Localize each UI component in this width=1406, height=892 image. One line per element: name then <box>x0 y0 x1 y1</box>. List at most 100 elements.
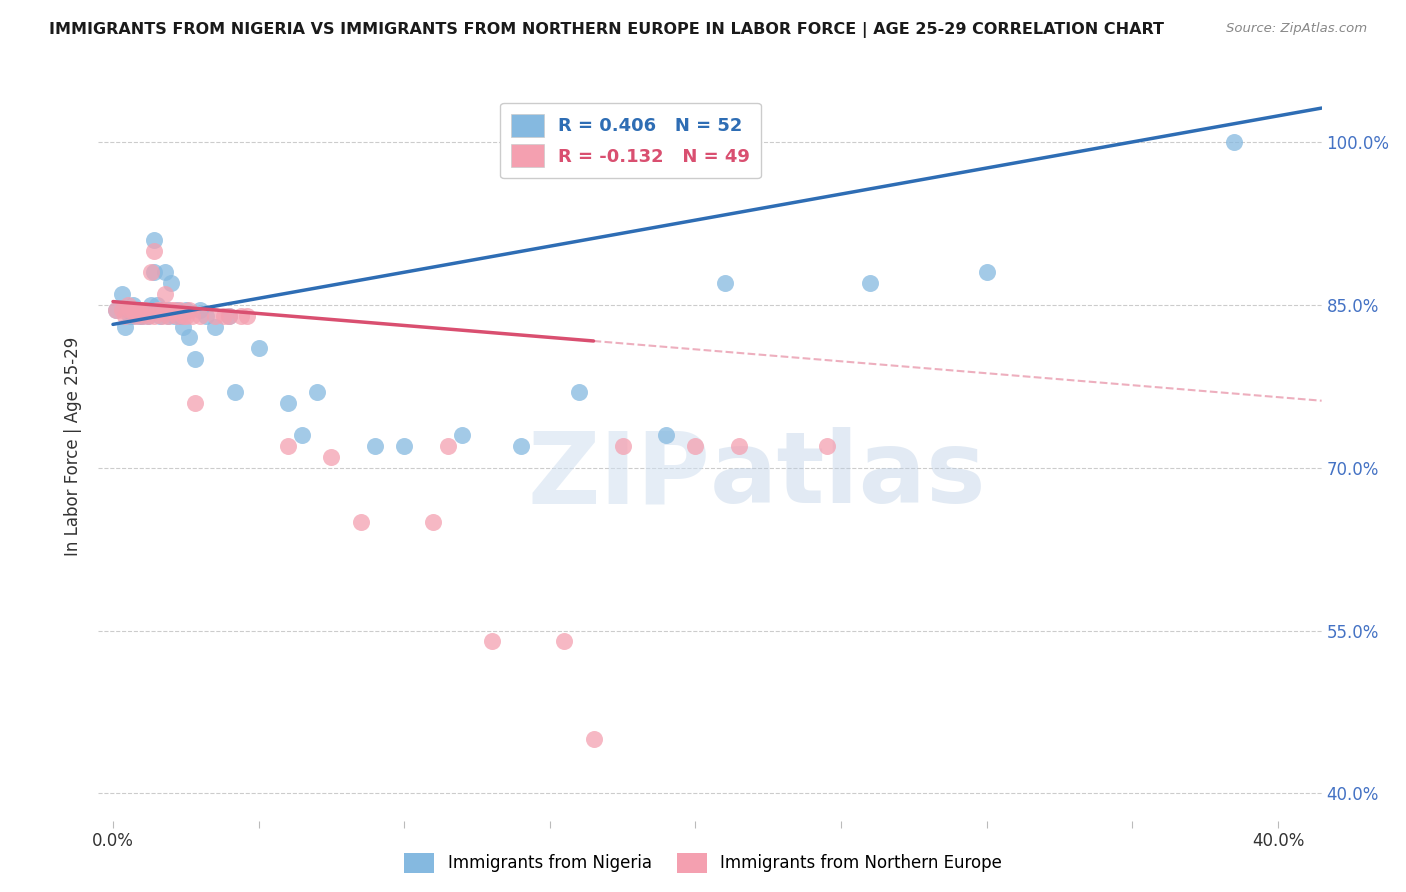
Point <box>134 303 156 318</box>
Point <box>142 309 165 323</box>
Point <box>728 439 751 453</box>
Point <box>117 298 139 312</box>
Point <box>122 298 145 312</box>
Point <box>183 352 205 367</box>
Point <box>157 309 180 323</box>
Point <box>183 395 205 409</box>
Point <box>145 303 167 318</box>
Point <box>131 309 153 323</box>
Point <box>553 634 575 648</box>
Point <box>177 303 200 318</box>
Point <box>163 309 186 323</box>
Point <box>451 428 474 442</box>
Point <box>120 309 142 323</box>
Point <box>117 303 139 318</box>
Legend: Immigrants from Nigeria, Immigrants from Northern Europe: Immigrants from Nigeria, Immigrants from… <box>398 847 1008 880</box>
Point <box>155 265 177 279</box>
Point <box>612 439 634 453</box>
Point <box>149 303 172 318</box>
Point <box>114 319 136 334</box>
Point <box>204 309 226 323</box>
Point <box>152 303 174 318</box>
Point <box>125 309 148 323</box>
Point <box>1223 135 1246 149</box>
Point <box>136 309 159 323</box>
Point <box>305 384 328 399</box>
Point <box>218 309 240 323</box>
Point <box>139 303 162 318</box>
Text: Source: ZipAtlas.com: Source: ZipAtlas.com <box>1226 22 1367 36</box>
Point <box>349 515 371 529</box>
Point <box>120 303 142 318</box>
Text: ZIP: ZIP <box>527 427 710 524</box>
Point <box>149 309 172 323</box>
Point <box>157 309 180 323</box>
Point <box>163 303 186 318</box>
Point <box>174 309 197 323</box>
Point <box>976 265 998 279</box>
Point <box>437 439 460 453</box>
Point <box>188 309 212 323</box>
Point <box>131 303 153 318</box>
Point <box>172 309 194 323</box>
Point <box>277 439 299 453</box>
Point <box>125 303 148 318</box>
Point <box>655 428 678 442</box>
Point <box>277 395 299 409</box>
Point <box>180 309 202 323</box>
Text: atlas: atlas <box>710 427 987 524</box>
Point <box>139 298 162 312</box>
Point <box>394 439 416 453</box>
Point <box>160 276 183 290</box>
Point <box>134 303 156 318</box>
Point <box>145 303 167 318</box>
Point <box>131 303 153 318</box>
Point <box>713 276 735 290</box>
Point <box>582 732 605 747</box>
Point <box>122 303 145 318</box>
Point <box>128 309 150 323</box>
Point <box>815 439 838 453</box>
Point <box>136 309 159 323</box>
Point <box>224 384 246 399</box>
Point <box>291 428 314 442</box>
Point <box>481 634 503 648</box>
Y-axis label: In Labor Force | Age 25-29: In Labor Force | Age 25-29 <box>65 336 83 556</box>
Point <box>172 319 194 334</box>
Point <box>128 303 150 318</box>
Point <box>166 309 188 323</box>
Point <box>139 265 162 279</box>
Point <box>166 303 188 318</box>
Point <box>685 439 707 453</box>
Point <box>509 439 531 453</box>
Point <box>218 309 240 323</box>
Point <box>364 439 387 453</box>
Point <box>236 309 259 323</box>
Point <box>104 303 127 318</box>
Point <box>204 319 226 334</box>
Point <box>155 303 177 318</box>
Text: IMMIGRANTS FROM NIGERIA VS IMMIGRANTS FROM NORTHERN EUROPE IN LABOR FORCE | AGE : IMMIGRANTS FROM NIGERIA VS IMMIGRANTS FR… <box>49 22 1164 38</box>
Point <box>142 265 165 279</box>
Point <box>169 309 191 323</box>
Point <box>174 303 197 318</box>
Point <box>122 309 145 323</box>
Point <box>114 309 136 323</box>
Point <box>160 303 183 318</box>
Point <box>111 303 134 318</box>
Point <box>131 309 153 323</box>
Point <box>188 303 212 318</box>
Point <box>195 309 218 323</box>
Point <box>142 244 165 258</box>
Point <box>321 450 343 464</box>
Point <box>152 309 174 323</box>
Legend: R = 0.406   N = 52, R = -0.132   N = 49: R = 0.406 N = 52, R = -0.132 N = 49 <box>501 103 761 178</box>
Point <box>859 276 882 290</box>
Point <box>177 330 200 344</box>
Point <box>157 303 180 318</box>
Point <box>247 341 270 355</box>
Point <box>125 303 148 318</box>
Point <box>142 233 165 247</box>
Point <box>422 515 444 529</box>
Point <box>568 384 591 399</box>
